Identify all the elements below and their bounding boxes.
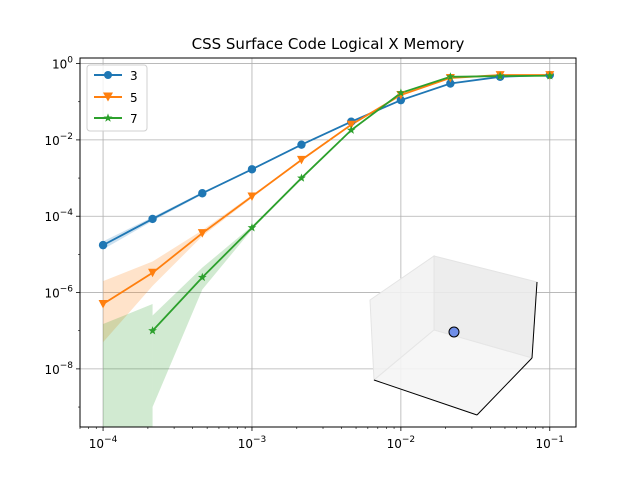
- point-series-5-0: [98, 300, 108, 309]
- point-series-5-1: [148, 268, 158, 278]
- point-series-3-2: [198, 189, 207, 198]
- x-tick-label-0: 10−4: [89, 435, 118, 451]
- inset-point: [448, 326, 460, 338]
- legend-entry-7: 7: [94, 112, 138, 126]
- grid: [80, 58, 576, 427]
- y-tick-label-1: 10−2: [44, 132, 73, 148]
- plot-frame: [79, 57, 577, 428]
- x-tick-label-1: 10−3: [238, 435, 267, 451]
- point-series-3-4: [297, 140, 306, 149]
- y-tick-label-4: 10−8: [44, 361, 73, 377]
- point-series-5-4: [296, 155, 306, 165]
- legend-label-7: 7: [130, 112, 138, 126]
- legend-label-5: 5: [130, 91, 138, 105]
- y-tick-label-0: 100: [52, 56, 73, 72]
- point-series-5-3: [247, 192, 257, 201]
- point-series-7-0: [148, 326, 157, 335]
- point-series-3-3: [247, 165, 257, 174]
- point-series-5-5: [346, 120, 356, 130]
- point-series-3-1: [148, 214, 157, 224]
- point-series-7-2: [247, 223, 257, 232]
- inset-axis-right: [476, 357, 533, 416]
- legend: 3 5 7: [86, 64, 148, 132]
- legend-entry-3: 3: [94, 69, 138, 83]
- point-series-7-6: [446, 72, 455, 81]
- inset-3d-box: [369, 255, 538, 416]
- point-series-7-5: [396, 88, 406, 97]
- x-tick-label-2: 10−2: [387, 435, 416, 451]
- point-series-7-3: [297, 173, 306, 182]
- band-series-7-extension: [103, 304, 153, 427]
- y-tick-label-2: 10−4: [44, 208, 73, 224]
- confidence-bands: [103, 75, 550, 427]
- legend-entry-5: 5: [94, 91, 138, 105]
- point-series-7-4: [346, 125, 356, 134]
- point-series-7-8: [545, 71, 555, 80]
- series-markers: [98, 70, 555, 335]
- y-tick-label-3: 10−6: [44, 285, 73, 301]
- legend-label-3: 3: [130, 69, 138, 83]
- inset-axis-bottom: [373, 379, 478, 416]
- point-series-5-2: [197, 229, 207, 238]
- inset-axis-vertical: [531, 281, 538, 359]
- x-tick-label-3: 10−1: [535, 435, 564, 451]
- point-series-3-6: [396, 95, 406, 105]
- point-series-3-7: [446, 79, 455, 88]
- point-series-7-7: [495, 71, 505, 80]
- chart-title: CSS Surface Code Logical X Memory: [192, 35, 465, 53]
- point-series-3-0: [98, 240, 108, 250]
- point-series-7-1: [197, 272, 207, 282]
- axis-ticks: 10−4 10−3 10−2 10−1 100 10−2 10−4 10−6 10−8: [44, 56, 564, 451]
- line-series-3: [102, 74, 550, 246]
